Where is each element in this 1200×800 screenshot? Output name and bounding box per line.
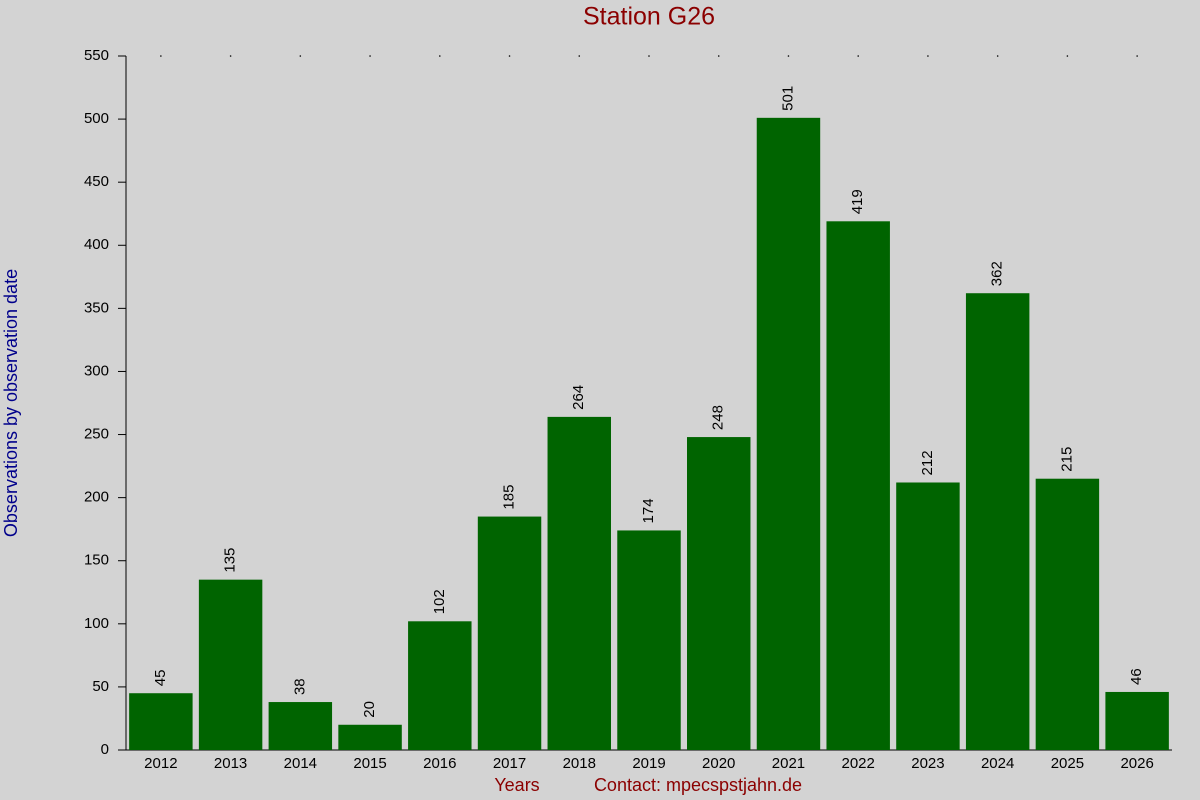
y-tick-label: 100 — [84, 615, 109, 632]
value-label: 264 — [570, 385, 587, 410]
x-tick-label: 2013 — [214, 755, 247, 772]
x-tick-label: 2024 — [981, 755, 1014, 772]
value-label: 212 — [919, 450, 936, 475]
x-tick-label: 2014 — [284, 755, 317, 772]
x-tick-dot — [229, 55, 232, 57]
bar — [268, 702, 333, 750]
y-tick-label: 250 — [84, 426, 109, 443]
value-label: 248 — [710, 405, 727, 430]
x-tick-label: 2017 — [493, 755, 526, 772]
y-tick-label: 0 — [101, 741, 109, 758]
x-tick-dot — [927, 55, 929, 57]
y-tick-label: 50 — [92, 678, 109, 695]
x-tick-label: 2019 — [632, 755, 665, 772]
x-tick-label: 2025 — [1051, 755, 1084, 772]
y-tick-label: 450 — [84, 173, 109, 190]
x-tick-label: 2020 — [702, 755, 735, 772]
y-tick-label: 150 — [84, 552, 109, 569]
x-tick-label: 2023 — [911, 755, 944, 772]
y-tick-label: 550 — [84, 47, 109, 64]
bar — [687, 437, 751, 750]
value-label: 419 — [849, 189, 866, 214]
x-tick-dot — [160, 55, 162, 57]
y-tick-label: 500 — [84, 110, 109, 127]
x-tick-label: 2022 — [842, 755, 875, 772]
value-label: 46 — [1128, 668, 1145, 685]
value-label: 102 — [431, 589, 448, 614]
x-tick-dot — [299, 55, 302, 57]
x-tick-dot — [857, 55, 859, 57]
bar — [826, 221, 890, 750]
bar — [896, 482, 960, 750]
x-axis-label: Years — [494, 775, 539, 795]
bar — [965, 293, 1030, 750]
value-label: 362 — [989, 261, 1006, 286]
bar — [129, 693, 193, 750]
bar — [198, 579, 263, 750]
x-tick-dot — [648, 55, 650, 57]
x-tick-dot — [1136, 55, 1138, 57]
x-tick-label: 2015 — [353, 755, 386, 772]
value-label: 501 — [779, 86, 796, 111]
bar — [1035, 478, 1100, 750]
contact-note: Contact: mpecspstjahn.de — [594, 775, 802, 795]
x-tick-dot — [787, 55, 790, 57]
y-axis-label: Observations by observation date — [1, 269, 21, 537]
x-tick-dot — [508, 55, 511, 57]
x-tick-dot — [717, 55, 720, 57]
y-tick-label: 350 — [84, 299, 109, 316]
x-tick-label: 2018 — [563, 755, 596, 772]
bar — [477, 516, 542, 750]
bar — [617, 530, 681, 750]
value-label: 215 — [1058, 447, 1075, 472]
y-tick-label: 300 — [84, 362, 109, 379]
x-tick-label: 2026 — [1120, 755, 1153, 772]
x-tick-dot — [1066, 55, 1069, 57]
y-tick-label: 200 — [84, 489, 109, 506]
value-label: 38 — [291, 678, 308, 695]
y-tick-label: 400 — [84, 236, 109, 253]
bar — [756, 117, 821, 750]
x-tick-dot — [369, 55, 371, 57]
x-tick-dot — [578, 55, 581, 57]
x-tick-label: 2012 — [144, 755, 177, 772]
chart-title: Station G26 — [583, 3, 715, 31]
x-tick-label: 2016 — [423, 755, 456, 772]
x-tick-dot — [439, 55, 441, 57]
value-label: 20 — [361, 701, 378, 718]
value-label: 45 — [152, 670, 169, 687]
bar — [1105, 691, 1169, 750]
x-tick-dot — [996, 55, 999, 57]
value-label: 174 — [640, 498, 657, 523]
bar — [408, 621, 472, 750]
bar — [547, 416, 611, 750]
bar — [338, 724, 402, 750]
value-label: 185 — [501, 485, 518, 510]
x-tick-label: 2021 — [772, 755, 805, 772]
value-label: 135 — [222, 548, 239, 573]
